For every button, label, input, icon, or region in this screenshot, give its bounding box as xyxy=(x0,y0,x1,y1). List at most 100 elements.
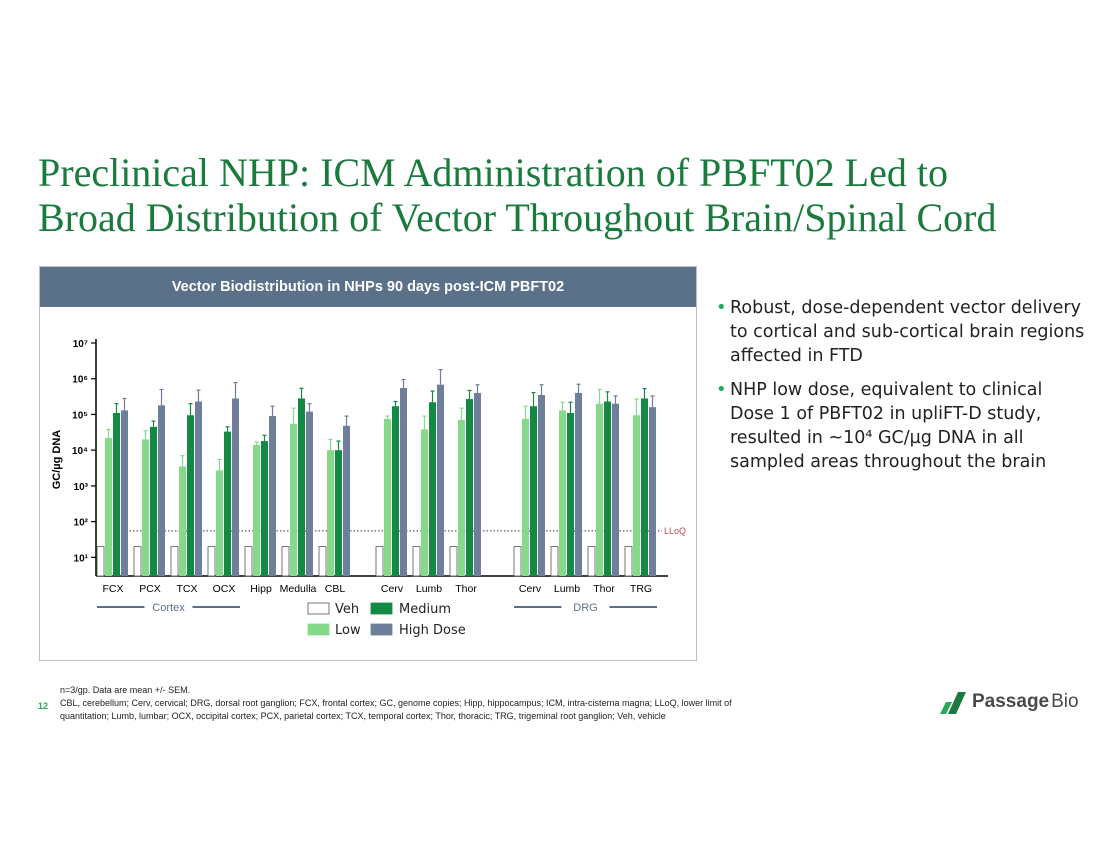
x-tick-label: CBL xyxy=(325,583,346,595)
chart-title: Vector Biodistribution in NHPs 90 days p… xyxy=(40,267,696,307)
bar-low xyxy=(179,466,186,576)
bar-low xyxy=(421,429,428,576)
bar-high-dose xyxy=(343,425,350,576)
x-tick-label: FCX xyxy=(103,583,124,595)
x-tick-label: Thor xyxy=(593,583,615,595)
x-tick-label: Medulla xyxy=(280,583,317,595)
bar-veh xyxy=(96,546,105,577)
bar-high-dose xyxy=(400,387,407,576)
x-tick-label: Lumb xyxy=(554,583,580,595)
bar-veh xyxy=(281,546,290,577)
bar-high-dose xyxy=(269,416,276,576)
x-tick-label: OCX xyxy=(213,583,236,595)
legend-swatch xyxy=(370,623,393,636)
footnote-line: n=3/gp. Data are mean +/- SEM. xyxy=(60,685,191,695)
bullet-item: • NHP low dose, equivalent to clinical D… xyxy=(716,378,1086,474)
bar-low xyxy=(253,444,260,576)
bar-high-dose xyxy=(612,403,619,576)
bullet-dot-icon: • xyxy=(716,379,727,400)
bar-medium xyxy=(392,406,399,576)
bar-low xyxy=(384,418,391,576)
bullet-text: NHP low dose, equivalent to clinical Dos… xyxy=(730,380,1047,472)
legend-swatch xyxy=(307,623,330,636)
bullet-list: • Robust, dose-dependent vector delivery… xyxy=(716,296,1086,484)
y-tick-label: 10⁶ xyxy=(72,375,88,386)
bar-low xyxy=(559,410,566,576)
passage-bio-logo: Passage Bio xyxy=(940,690,1079,714)
bar-veh xyxy=(412,546,421,577)
bar-medium xyxy=(335,450,342,576)
bar-low xyxy=(290,423,297,576)
x-tick-label: Cerv xyxy=(381,583,404,595)
bar-high-dose xyxy=(538,395,545,576)
bar-medium xyxy=(113,412,120,576)
bar-low xyxy=(596,403,603,576)
bar-high-dose xyxy=(158,405,165,576)
y-axis-label: GC/µg DNA xyxy=(51,430,63,490)
y-tick-label: 10⁵ xyxy=(72,410,88,421)
page-number: 12 xyxy=(38,701,49,711)
bar-low xyxy=(216,470,223,576)
logo-mark-icon xyxy=(940,692,966,714)
bar-high-dose xyxy=(232,398,239,576)
bar-medium xyxy=(187,415,194,576)
bar-medium xyxy=(261,441,268,576)
y-tick-label: 10⁷ xyxy=(73,339,88,350)
x-tick-label: Lumb xyxy=(416,583,442,595)
bar-medium xyxy=(530,406,537,576)
bar-low xyxy=(327,450,334,576)
legend-swatch xyxy=(370,602,393,615)
legend-label: Medium xyxy=(399,602,451,617)
legend-swatch xyxy=(307,602,330,615)
bar-low xyxy=(105,437,112,576)
footnotes: n=3/gp. Data are mean +/- SEM. CBL, cere… xyxy=(38,684,858,723)
y-tick-label: 10² xyxy=(74,518,89,529)
bar-veh xyxy=(624,546,633,577)
bar-low xyxy=(633,415,640,576)
x-tick-label: PCX xyxy=(139,583,161,595)
bar-high-dose xyxy=(306,411,313,576)
bullet-dot-icon: • xyxy=(716,297,727,318)
bar-veh xyxy=(170,546,179,577)
bar-low xyxy=(458,419,465,576)
slide-title-line1: Preclinical NHP: ICM Administration of P… xyxy=(38,150,948,195)
group-label: DRG xyxy=(573,602,597,614)
bar-medium xyxy=(150,426,157,576)
bar-high-dose xyxy=(575,392,582,576)
bullet-text: Robust, dose-dependent vector delivery t… xyxy=(730,298,1085,366)
bar-high-dose xyxy=(437,384,444,576)
footnote-line: quantitation; Lumb, lumbar; OCX, occipit… xyxy=(60,711,666,721)
y-tick-label: 10⁴ xyxy=(72,446,88,457)
bar-veh xyxy=(318,546,327,577)
slide-title: Preclinical NHP: ICM Administration of P… xyxy=(38,150,1078,240)
bar-low xyxy=(142,439,149,576)
bullet-item: • Robust, dose-dependent vector delivery… xyxy=(716,296,1086,368)
bar-veh xyxy=(375,546,384,577)
bar-high-dose xyxy=(474,392,481,576)
bar-high-dose xyxy=(649,407,656,576)
logo-text-bio: Bio xyxy=(1051,691,1079,712)
legend-label: Low xyxy=(335,623,361,638)
bar-medium xyxy=(466,399,473,576)
legend-label: High Dose xyxy=(399,623,466,638)
x-tick-label: TCX xyxy=(177,583,198,595)
logo-text-passage: Passage xyxy=(972,691,1050,712)
bar-medium xyxy=(429,402,436,576)
y-tick-label: 10³ xyxy=(74,482,89,493)
legend-label: Veh xyxy=(335,602,359,617)
x-tick-label: TRG xyxy=(630,583,652,595)
y-tick-label: 10¹ xyxy=(74,553,89,564)
x-tick-label: Hipp xyxy=(250,583,272,595)
bar-chart: 10¹ 10² 10³ 10⁴ 10⁵ 10⁶ 10⁷ GC/µg DNA LLoQ FCX PCX… xyxy=(51,339,686,638)
bar-medium xyxy=(298,398,305,576)
bar-veh xyxy=(133,546,142,577)
bar-veh xyxy=(449,546,458,577)
bar-veh xyxy=(207,546,216,577)
bar-medium xyxy=(604,401,611,576)
bar-medium xyxy=(567,412,574,576)
lloq-label: LLoQ xyxy=(664,526,686,536)
bar-medium xyxy=(641,398,648,576)
bar-veh xyxy=(244,546,253,577)
bar-veh xyxy=(587,546,596,577)
bar-low xyxy=(522,418,529,576)
